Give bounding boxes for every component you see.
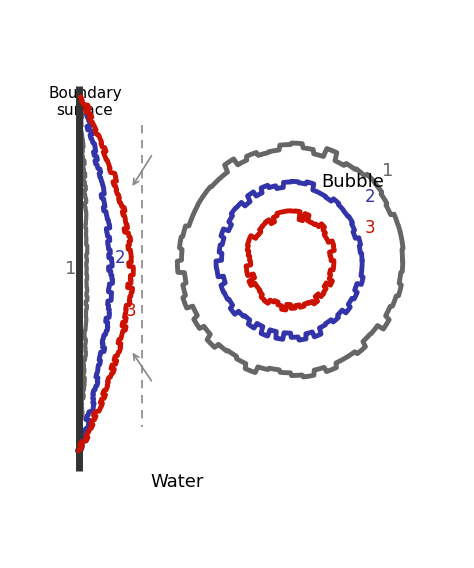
Text: 3: 3 [126, 302, 136, 320]
Text: Bubble: Bubble [322, 173, 384, 191]
Text: Boundary
surface: Boundary surface [48, 86, 122, 118]
Text: 2: 2 [365, 188, 375, 206]
Text: 2: 2 [115, 249, 125, 268]
Text: 1: 1 [383, 162, 394, 180]
Text: 1: 1 [64, 260, 76, 278]
Text: Water: Water [150, 473, 203, 491]
Text: 3: 3 [365, 219, 375, 237]
